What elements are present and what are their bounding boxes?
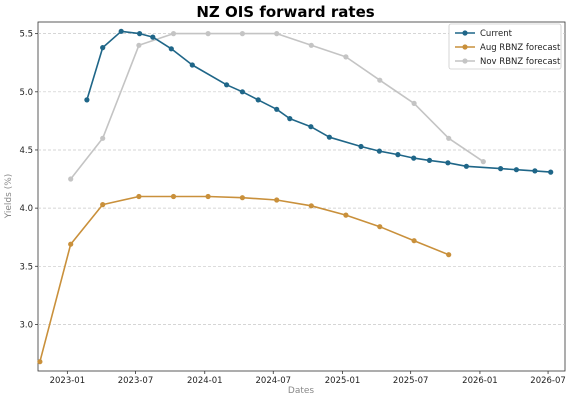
- data-point: [343, 54, 349, 60]
- data-point: [513, 167, 520, 173]
- series-current: [84, 28, 554, 175]
- legend-marker: [462, 30, 468, 36]
- series-layer: [37, 28, 554, 365]
- grid: [38, 33, 565, 325]
- chart-title: NZ OIS forward rates: [196, 3, 374, 21]
- data-point: [446, 252, 452, 258]
- data-point: [205, 193, 211, 200]
- data-point: [308, 203, 314, 209]
- data-point: [308, 42, 314, 48]
- data-point: [446, 135, 452, 141]
- series-nov-rbnz-forecast: [68, 30, 486, 182]
- legend-label: Nov RBNZ forecast: [480, 57, 561, 67]
- data-point: [170, 193, 177, 200]
- data-point: [239, 89, 245, 95]
- x-tick-label: 2024-01: [187, 376, 223, 386]
- x-tick-label: 2023-01: [50, 376, 86, 386]
- y-tick-label: 4.0: [19, 204, 33, 214]
- y-tick-label: 4.5: [19, 146, 33, 156]
- x-axis-label: Dates: [288, 386, 315, 396]
- data-point: [136, 42, 142, 48]
- data-point: [100, 202, 106, 208]
- legend-label: Current: [480, 29, 513, 39]
- x-tick-label: 2026-07: [530, 376, 566, 386]
- data-point: [224, 82, 230, 88]
- y-axis-label: Yields (%): [4, 174, 14, 220]
- data-point: [150, 34, 156, 40]
- x-tick-label: 2025-07: [393, 376, 429, 386]
- data-point: [239, 195, 245, 201]
- data-point: [343, 212, 349, 218]
- data-point: [137, 30, 143, 37]
- data-point: [548, 169, 554, 175]
- data-point: [445, 160, 451, 166]
- data-point: [411, 100, 417, 106]
- data-point: [358, 143, 364, 150]
- data-point: [205, 30, 211, 37]
- data-point: [377, 224, 383, 230]
- data-point: [118, 28, 124, 34]
- data-point: [168, 46, 174, 52]
- legend-label: Aug RBNZ forecast: [480, 43, 561, 53]
- data-point: [274, 106, 280, 112]
- data-point: [68, 176, 74, 182]
- data-point: [100, 135, 106, 141]
- plot-frame: [37, 21, 566, 372]
- x-tick-label: 2025-01: [325, 376, 361, 386]
- series-line: [39, 195, 450, 362]
- legend: Current Aug RBNZ forecast Nov RBNZ forecas…: [448, 23, 562, 70]
- x-tick-label: 2024-07: [256, 376, 292, 386]
- data-point: [37, 359, 43, 365]
- legend-marker: [462, 44, 468, 50]
- data-point: [377, 77, 383, 83]
- data-point: [274, 197, 280, 203]
- y-tick-label: 5.5: [19, 30, 33, 40]
- series-line: [70, 32, 484, 180]
- data-point: [274, 30, 280, 37]
- legend-marker: [462, 58, 468, 64]
- y-axis-ticks: 3.0 3.5 4.0 4.5 5.0 5.5: [19, 30, 38, 330]
- data-point: [395, 152, 401, 158]
- y-tick-label: 5.0: [19, 88, 33, 98]
- data-point: [411, 155, 417, 161]
- data-point: [84, 97, 90, 103]
- data-point: [376, 148, 382, 154]
- data-point: [100, 45, 106, 51]
- data-point: [189, 62, 195, 68]
- y-tick-label: 3.0: [19, 320, 33, 330]
- data-point: [170, 30, 177, 37]
- x-tick-label: 2026-01: [462, 376, 498, 386]
- data-point: [287, 116, 293, 122]
- x-axis-ticks: 2023-01 2023-07 2024-01 2024-07 2025-01 2025-…: [50, 371, 566, 386]
- data-point: [411, 238, 417, 244]
- data-point: [480, 159, 486, 165]
- data-point: [239, 30, 245, 37]
- data-point: [326, 134, 332, 140]
- data-point: [255, 97, 261, 103]
- legend-box: [448, 23, 562, 70]
- data-point: [463, 163, 469, 169]
- data-point: [308, 124, 314, 130]
- data-point: [426, 157, 433, 163]
- data-point: [532, 168, 538, 174]
- data-point: [136, 193, 142, 200]
- data-point: [68, 241, 74, 247]
- series-aug-rbnz-forecast: [37, 193, 452, 365]
- x-tick-label: 2023-07: [118, 376, 154, 386]
- y-tick-label: 3.5: [19, 262, 33, 272]
- data-point: [498, 166, 504, 172]
